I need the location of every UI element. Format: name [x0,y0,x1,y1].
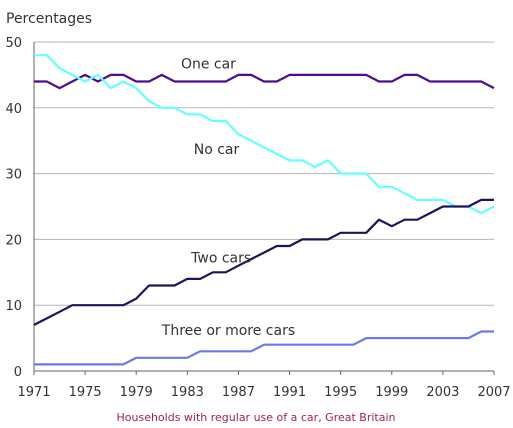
gridlines [34,41,494,372]
x-tick-label-1999: 1999 [375,385,408,400]
series-label-one-car: One car [181,56,236,72]
y-tick-label-40: 40 [5,102,22,117]
series-label-two-cars: Two cars [190,250,251,266]
x-tick-labels: 1971 1975 1979 1983 1987 1991 1995 1999 2003 2007 [17,385,510,400]
y-tick-labels: 0 10 20 30 40 50 [5,36,22,380]
x-tick-label-1987: 1987 [222,385,255,400]
x-tick-label-1975: 1975 [69,385,102,400]
y-tick-label-50: 50 [5,36,22,51]
x-tick-label-1971: 1971 [17,385,50,400]
y-tick-label-30: 30 [5,168,22,183]
series-lines [33,54,495,366]
x-tick-label-1983: 1983 [171,385,204,400]
y-axis-title: Percentages [6,11,92,27]
x-tick-label-2003: 2003 [426,385,459,400]
series-label-three-or-more-cars: Three or more cars [161,323,295,339]
x-tick-label-1979: 1979 [120,385,153,400]
y-tick-label-20: 20 [5,233,22,248]
x-tick-label-1995: 1995 [324,385,357,400]
series-line-one-car [34,73,495,90]
series-line-two-cars [33,198,494,326]
series-label-no-car: No car [194,142,240,158]
series-labels: One car No car Two cars Three or more cars [161,56,295,338]
series-line-three-or-more-cars [34,330,494,366]
chart-caption: Households with regular use of a car, Gr… [116,411,395,424]
x-tick-label-2007: 2007 [477,385,510,400]
y-tick-label-10: 10 [5,299,22,314]
axes [33,42,495,375]
y-tick-label-0: 0 [14,365,22,380]
x-tick-label-1991: 1991 [273,385,306,400]
series-line-no-car [34,54,495,215]
